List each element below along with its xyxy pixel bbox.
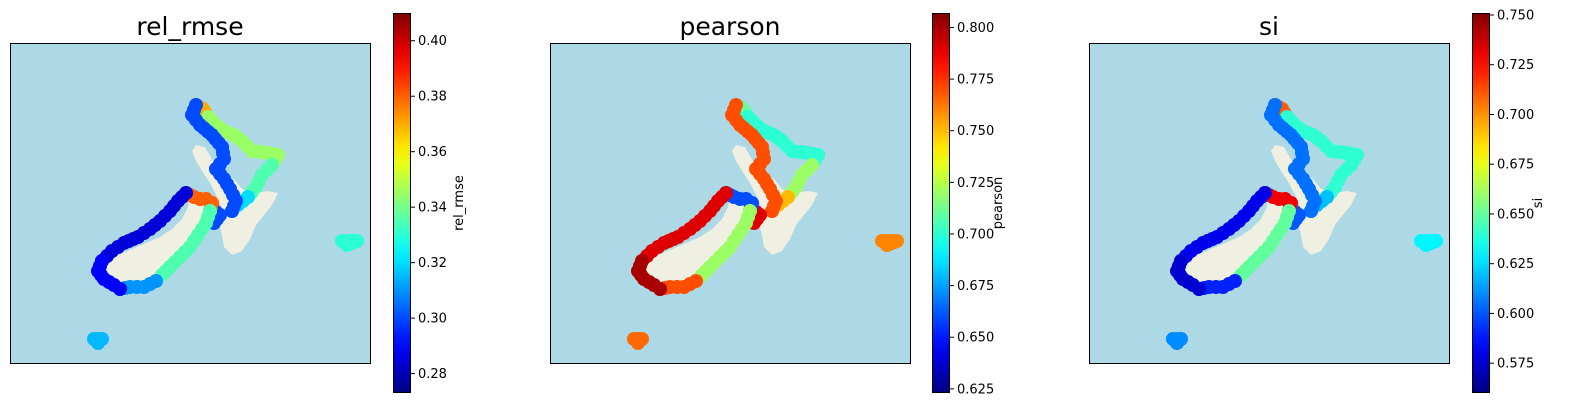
colorbar-label: si bbox=[1531, 198, 1546, 208]
colorbar-tick-label: 0.600 bbox=[1497, 307, 1534, 322]
scatter-point bbox=[880, 238, 894, 252]
map-frame bbox=[1089, 43, 1450, 364]
markers bbox=[627, 98, 904, 350]
colorbar-frame bbox=[393, 13, 411, 393]
scatter-point bbox=[225, 204, 239, 218]
markers bbox=[1166, 98, 1443, 350]
scatter-point bbox=[653, 282, 667, 296]
map-frame bbox=[10, 43, 371, 364]
south-island bbox=[100, 191, 218, 287]
colorbar-frame bbox=[932, 13, 950, 393]
scatter-point bbox=[1170, 336, 1184, 350]
colorbar-tick-label: 0.625 bbox=[957, 382, 994, 397]
colorbar-tick-label: 0.28 bbox=[418, 367, 447, 382]
colorbar-tick-label: 0.700 bbox=[1497, 108, 1534, 123]
colorbar bbox=[932, 13, 950, 393]
colorbar-frame bbox=[1472, 13, 1490, 393]
scatter-point bbox=[765, 204, 779, 218]
south-island bbox=[640, 191, 758, 287]
colorbar-tick-label: 0.34 bbox=[418, 201, 447, 216]
scatter-point bbox=[1192, 282, 1206, 296]
scatter-point bbox=[1304, 204, 1318, 218]
colorbar-tick-label: 0.32 bbox=[418, 256, 447, 271]
colorbar-tick-label: 0.650 bbox=[957, 331, 994, 346]
colorbar-tick-label: 0.625 bbox=[1497, 257, 1534, 272]
colorbar bbox=[393, 13, 411, 393]
colorbar-tick-label: 0.38 bbox=[418, 90, 447, 105]
colorbar-tick-label: 0.575 bbox=[1497, 357, 1534, 372]
colorbar-tick-label: 0.700 bbox=[957, 227, 994, 242]
colorbar-tick-label: 0.675 bbox=[1497, 158, 1534, 173]
colorbar-label: pearson bbox=[991, 177, 1006, 230]
colorbar-tick-label: 0.650 bbox=[1497, 207, 1534, 222]
colorbar-tick-label: 0.40 bbox=[418, 34, 447, 49]
panel-title: rel_rmse bbox=[136, 12, 243, 41]
scatter-point bbox=[91, 336, 105, 350]
colorbar-tick-label: 0.30 bbox=[418, 312, 447, 327]
panel-rel-rmse: rel_rmse 0.28 0.30 0.32 0.34 0.36 0.38 0.40 rel… bbox=[10, 12, 467, 393]
map-frame bbox=[550, 43, 911, 364]
scatter-point bbox=[1419, 238, 1433, 252]
colorbar-tick-label: 0.36 bbox=[418, 145, 447, 160]
panel-pearson: pearson 0.625 0.650 0.675 0.700 0.725 0.750 0.… bbox=[550, 12, 1006, 397]
markers bbox=[87, 98, 364, 350]
panel-si: si 0.575 0.600 0.625 0.650 0.675 0.700 0.725 0.… bbox=[1089, 8, 1546, 393]
scatter-point bbox=[631, 336, 645, 350]
colorbar-tick-label: 0.675 bbox=[957, 279, 994, 294]
colorbar bbox=[1472, 13, 1490, 393]
colorbar-tick-label: 0.725 bbox=[1497, 58, 1534, 73]
panel-title: si bbox=[1259, 12, 1279, 41]
colorbar-label: rel_rmse bbox=[452, 175, 467, 231]
scatter-point bbox=[340, 238, 354, 252]
colorbar-tick-label: 0.800 bbox=[957, 21, 994, 36]
colorbar-tick-label: 0.750 bbox=[957, 124, 994, 139]
colorbar-tick-label: 0.750 bbox=[1497, 8, 1534, 23]
panel-title: pearson bbox=[679, 12, 780, 41]
south-island bbox=[1179, 191, 1297, 287]
scatter-point bbox=[113, 282, 127, 296]
colorbar-tick-label: 0.775 bbox=[957, 73, 994, 88]
colorbar-tick-label: 0.725 bbox=[957, 176, 994, 191]
